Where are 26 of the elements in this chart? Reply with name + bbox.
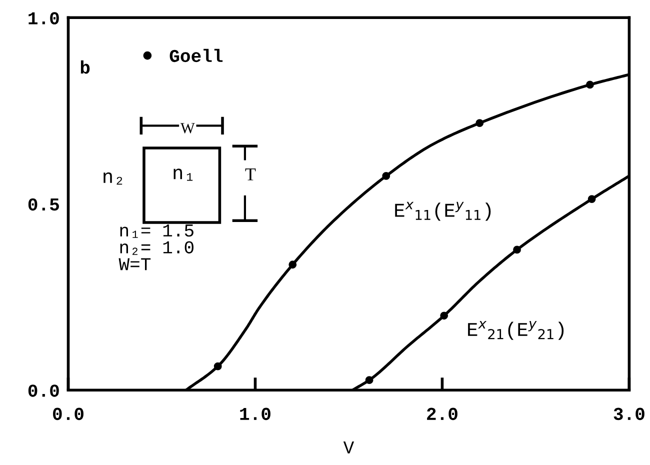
x-tick-label: 2.0 <box>427 408 458 420</box>
annotation: E$^{x}$$_{21}$(E$^{y}$$_{21}$) <box>468 321 564 340</box>
y-axis-title: b <box>80 60 90 74</box>
point <box>382 172 390 180</box>
point <box>288 260 297 269</box>
y-tick-label: 1.0 <box>28 12 59 24</box>
point <box>513 246 521 254</box>
x-tick-label: 0.0 <box>53 408 84 420</box>
legend-label: Goell <box>170 48 223 62</box>
annotation: W <box>180 123 195 134</box>
point <box>476 119 484 128</box>
annotation: n₁ <box>174 168 193 181</box>
y-tick-label: 0.5 <box>28 198 59 211</box>
point <box>588 195 596 204</box>
x-tick-label: 3.0 <box>614 408 644 420</box>
y-tick-label: 0.0 <box>28 384 59 397</box>
x-tick-label: 1.0 <box>240 408 270 420</box>
annotation: n₁= 1.5 n₂= 1.0 W=T <box>118 224 194 270</box>
annotation: T <box>245 168 256 180</box>
point <box>365 376 374 384</box>
point <box>586 80 594 89</box>
annotation: E$^{x}$$_{11}$(E$^{y}$$_{11}$) <box>395 202 491 221</box>
point <box>214 362 222 370</box>
annotation: n₂ <box>104 172 122 185</box>
point <box>440 312 448 320</box>
x-axis-title: V <box>343 441 354 454</box>
